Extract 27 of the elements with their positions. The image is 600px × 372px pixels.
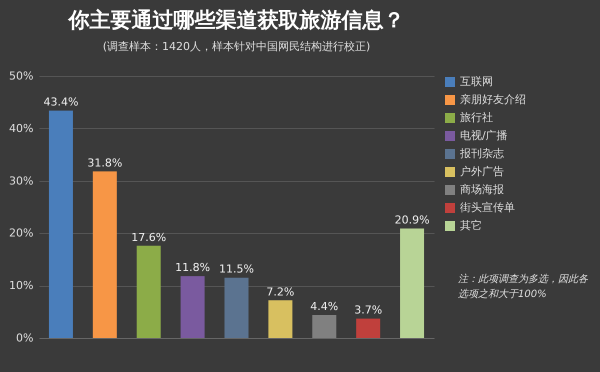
legend-label: 互联网: [460, 75, 493, 88]
y-tick-label: 30%: [9, 174, 34, 188]
data-label: 20.9%: [394, 213, 430, 226]
y-tick-label: 40%: [9, 122, 34, 135]
chart-subtitle: (调查样本：1420人，样本针对中国网民结构进行校正): [102, 40, 370, 53]
y-tick-label: 20%: [9, 226, 34, 240]
legend-label: 电视/广播: [460, 129, 508, 142]
data-label: 7.2%: [266, 285, 294, 298]
y-tick-label: 50%: [9, 70, 34, 82]
text: 注：此项调查为多选，因此各选项之和大于100%: [458, 272, 589, 302]
data-label: 11.5%: [219, 262, 254, 276]
data-label: 43.4%: [43, 96, 78, 109]
data-label: 4.4%: [310, 300, 338, 313]
legend-label: 报刊杂志: [459, 147, 504, 160]
legend-label: 其它: [460, 219, 482, 232]
legend-label: 旅行社: [460, 111, 493, 124]
data-label: 17.6%: [131, 230, 166, 244]
legend-label: 户外广告: [460, 165, 504, 178]
legend-label: 商场海报: [460, 183, 504, 196]
legend-label: 街头宣传单: [460, 201, 515, 214]
data-label: 31.8%: [87, 156, 122, 170]
data-label: 3.7%: [354, 304, 382, 317]
legend-label: 亲朋好友介绍: [460, 93, 526, 106]
data-label: 11.8%: [175, 261, 210, 274]
y-tick-label: 10%: [9, 279, 34, 292]
y-tick-label: 0%: [16, 332, 34, 344]
chart-title: 你主要通过哪些渠道获取旅游信息？: [68, 8, 404, 32]
